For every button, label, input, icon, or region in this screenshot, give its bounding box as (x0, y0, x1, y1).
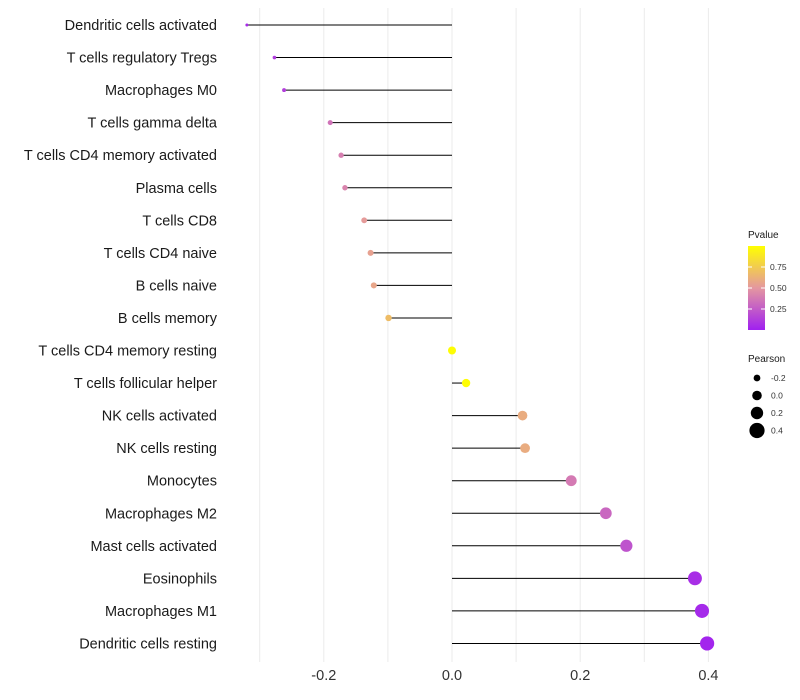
point-12 (517, 410, 528, 421)
x-tick-label: 0.0 (442, 668, 462, 684)
category-label: T cells CD4 naive (104, 246, 217, 262)
point-14 (565, 475, 577, 487)
pvalue-tick-label: 0.75 (770, 262, 787, 272)
point-2 (282, 88, 287, 93)
point-15 (599, 507, 612, 520)
pearson-key-label: 0.2 (771, 408, 783, 418)
category-label: Macrophages M1 (105, 604, 217, 620)
category-label: T cells gamma delta (88, 116, 218, 132)
category-label: T cells regulatory Tregs (67, 51, 217, 67)
point-17 (687, 571, 702, 586)
point-13 (520, 443, 530, 454)
point-11 (461, 378, 471, 388)
category-label: Macrophages M2 (105, 506, 217, 522)
pvalue-legend: Pvalue 0.25 0.50 0.75 (748, 230, 787, 330)
pvalue-tick-label: 0.50 (770, 283, 787, 293)
category-label: Dendritic cells resting (79, 636, 217, 652)
category-label: T cells CD8 (142, 213, 217, 229)
point-4 (338, 152, 344, 158)
category-label: B cells memory (118, 311, 218, 327)
category-label: Mast cells activated (90, 539, 217, 555)
category-label: Plasma cells (136, 181, 217, 197)
point-1 (272, 55, 277, 60)
point-7 (367, 249, 374, 256)
pearson-key-label: 0.0 (771, 391, 783, 401)
point-18 (694, 603, 710, 618)
category-label: NK cells activated (102, 409, 217, 425)
x-axis-ticks: -0.2 0.0 0.2 0.4 (311, 668, 718, 684)
category-label: NK cells resting (116, 441, 217, 457)
pearson-legend: Pearson -0.2 0.0 0.2 0.4 (748, 354, 786, 439)
category-labels: Dendritic cells activated T cells regulat… (24, 18, 218, 652)
category-label: T cells CD4 memory activated (24, 148, 217, 164)
lollipop-stems (246, 24, 708, 644)
pearson-key-dot (752, 390, 762, 401)
lollipop-points (245, 23, 715, 651)
category-label: Macrophages M0 (105, 83, 217, 99)
point-9 (385, 314, 392, 322)
pearson-legend-title: Pearson (748, 354, 785, 365)
category-label: B cells naive (136, 278, 217, 294)
category-label: Monocytes (147, 474, 217, 490)
pearson-key-label: 0.4 (771, 426, 783, 436)
pearson-key-dot (749, 422, 765, 439)
x-tick-label: 0.2 (570, 668, 590, 684)
category-label: Dendritic cells activated (65, 18, 217, 34)
point-3 (327, 120, 333, 126)
point-5 (342, 185, 348, 191)
point-6 (361, 217, 368, 224)
point-8 (370, 282, 377, 289)
category-label: Eosinophils (143, 571, 217, 587)
pvalue-colorbar (748, 246, 765, 330)
pearson-key-dot (753, 374, 761, 382)
point-16 (620, 539, 633, 552)
pvalue-legend-title: Pvalue (748, 230, 779, 241)
point-19 (700, 636, 715, 651)
category-label: T cells follicular helper (74, 376, 217, 392)
pearson-key-dot (750, 406, 764, 420)
category-label: T cells CD4 memory resting (38, 344, 217, 360)
pvalue-tick-label: 0.25 (770, 304, 787, 314)
point-0 (245, 23, 249, 27)
pearson-key-label: -0.2 (771, 373, 786, 383)
point-10 (448, 346, 456, 355)
grid-lines (259, 8, 709, 662)
x-tick-label: -0.2 (311, 668, 336, 684)
x-tick-label: 0.4 (698, 668, 718, 684)
